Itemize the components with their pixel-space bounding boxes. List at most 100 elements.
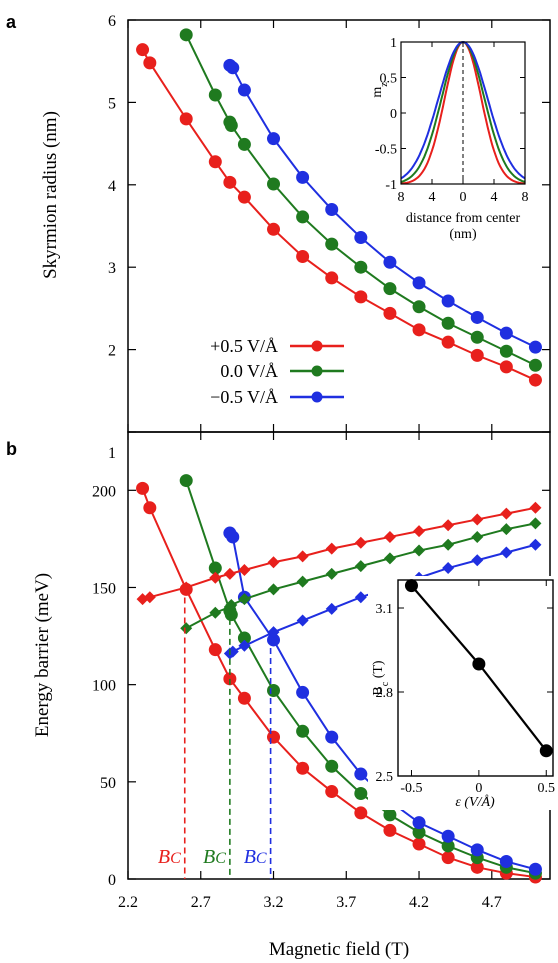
radius-series-0-point [223,175,237,189]
y-tick-label-a: 4 [108,178,116,195]
series-b [136,474,542,884]
legend-marker-plus [311,340,323,352]
barrier-series-4-diamond-point [325,567,338,580]
barrier-series-4-diamond-point [238,593,251,606]
barrier-series-2-point [412,816,426,830]
barrier-series-1-point [441,839,455,853]
bc-label: BC [244,846,267,868]
radius-series-2-point [383,255,397,269]
radius-series-2-point [499,326,513,340]
barrier-series-2-point [226,530,240,544]
barrier-series-1-point [224,608,238,622]
barrier-series-1-point [354,786,368,800]
radius-series-1-point [354,260,368,274]
inset-a-x-tick-label: 0 [460,190,467,205]
barrier-series-1-point [179,474,193,488]
barrier-series-2-point [470,843,484,857]
x-axis-label: Magnetic field (T) [269,939,409,960]
y-tick-label-a: 2 [108,343,116,360]
radius-series-2-point [470,310,484,324]
barrier-series-3-diamond-point [354,536,367,549]
x-tick-label: 2.7 [191,894,211,911]
radius-series-2-point [354,231,368,245]
inset-a-y-tick-label: 0.5 [380,72,398,87]
inset-a-y-tick-label: 0 [390,107,397,122]
inset-b-y-tick-label: 3.1 [376,602,394,617]
radius-series-2-point [296,170,310,184]
inset-b-x-label: ε (V/Å) [455,794,495,810]
barrier-series-3-line [142,506,536,601]
barrier-series-1-point [237,631,251,645]
bc-label-main: B [244,846,256,868]
barrier-series-4-diamond-point [529,517,542,530]
barrier-series-0-point [354,806,368,820]
radius-series-0-point [412,323,426,337]
x-tick-label: 4.2 [409,894,429,911]
barrier-series-3-diamond-point [238,563,251,576]
barrier-series-2-point [499,855,513,869]
barrier-series-4-diamond-point [354,560,367,573]
barrier-series-3-diamond-point [180,581,193,594]
y-tick-label-b: 200 [92,483,116,500]
barrier-series-1-point [208,561,222,575]
y-tick-top-b: 1 [108,445,116,462]
barrier-series-5-diamond-point [500,546,513,559]
inset-b-background [368,576,556,810]
radius-series-1-point [412,300,426,314]
y-axis-label-b: Energy barrier (meV) [32,573,53,737]
inset-a-x-tick-label: 4 [491,190,498,205]
barrier-series-0-point [296,761,310,775]
y-tick-label-b: 0 [108,872,116,889]
barrier-series-5-diamond-point [267,626,280,639]
radius-series-1-point [224,118,238,132]
barrier-series-5-diamond-point [471,554,484,567]
bc-label-main: B [203,846,215,868]
radius-series-1-point [528,358,542,372]
inset-a-x-label-line1: distance from center [406,211,521,226]
inset-b-y-label: Bc (T) [371,660,391,696]
barrier-series-3-diamond-point [143,591,156,604]
inset-b-x-tick-label: 0 [475,781,482,796]
barrier-series-0-point [441,851,455,865]
radius-series-0-point [470,348,484,362]
bc-label-sub: C [170,850,181,867]
y-tick-label-b: 50 [100,775,116,792]
ticks-b: 2.2 2.7 3.2 3.7 4.2 4.7 0 50 100 150 200 [92,432,550,911]
barrier-series-5-diamond-point [529,538,542,551]
legend-marker-zero [311,365,323,377]
barrier-series-3-diamond-point [471,513,484,526]
x-tick-label: 3.2 [264,894,284,911]
bc-label-sub: C [256,850,267,867]
barrier-series-3-diamond-point [325,542,338,555]
barrier-series-0-point [136,481,150,495]
series-a [136,28,542,387]
radius-series-0-point [208,155,222,169]
legend-label-zero: 0.0 V/Å [220,361,278,381]
y-tick-label-b: 100 [92,678,116,695]
radius-series-1-point [325,237,339,251]
inset-b-x-tick-label: 0.5 [538,781,556,796]
barrier-series-3-diamond-point [442,519,455,532]
barrier-series-1-point [267,683,281,697]
radius-series-0-line [141,49,536,381]
barrier-series-4-diamond-point [225,598,238,611]
barrier-series-5-diamond-point [238,639,251,652]
inset-a-x-label-line2: (nm) [449,227,477,242]
bc-label-sub: C [215,850,226,867]
barrier-series-2-point [296,685,310,699]
radius-series-0-point [296,249,310,263]
radius-series-1-point [383,282,397,296]
radius-series-0-point [179,112,193,126]
radius-series-1-point [267,177,281,191]
barrier-series-1-point [325,759,339,773]
radius-series-0-point [237,190,251,204]
inset-a-x-tick-label: 8 [522,190,529,205]
y-tick-label-a: 5 [108,95,116,112]
barrier-series-2-point [354,767,368,781]
bc-vs-field-point [472,657,486,671]
barrier-series-2-point [528,862,542,876]
inset-a-x-tick-label: 8 [398,190,405,205]
barrier-series-4-diamond-point [383,552,396,565]
radius-series-2-point [412,276,426,290]
